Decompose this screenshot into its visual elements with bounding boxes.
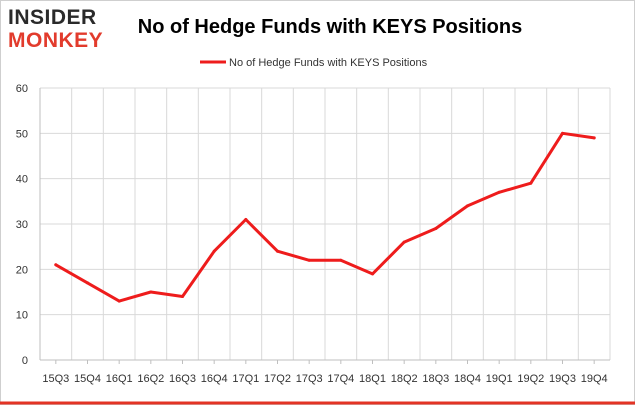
data-point (434, 227, 438, 231)
data-point (529, 181, 533, 185)
x-tick-label: 18Q1 (359, 373, 386, 385)
y-tick-label: 10 (16, 310, 28, 322)
series-line (54, 131, 596, 303)
x-tick-label: 16Q1 (106, 373, 133, 385)
x-tick-label: 17Q3 (296, 373, 323, 385)
x-tick-label: 19Q3 (549, 373, 576, 385)
axis-layer (39, 88, 610, 364)
logo-line-1: INSIDER (8, 6, 97, 29)
x-tick-label: 15Q3 (42, 373, 69, 385)
data-point (54, 263, 58, 267)
data-point (561, 131, 564, 135)
legend-label: No of Hedge Funds with KEYS Positions (229, 57, 428, 69)
tick-label-layer: 0 10 20 30 40 50 60 15Q3 15Q4 16Q1 16Q2 16Q3 16Q4 17Q… (16, 83, 608, 385)
legend: No of Hedge Funds with KEYS Positions (200, 57, 428, 69)
x-tick-label: 15Q4 (74, 373, 101, 385)
data-point (181, 295, 184, 299)
data-point (371, 272, 374, 276)
chart-title: No of Hedge Funds with KEYS Positions (138, 16, 522, 38)
data-point (592, 136, 596, 140)
y-tick-label: 0 (22, 355, 28, 367)
data-point (117, 299, 121, 303)
x-tick-label: 18Q3 (422, 373, 449, 385)
data-point (402, 240, 406, 244)
x-tick-label: 18Q2 (391, 373, 418, 385)
data-point (149, 290, 153, 294)
data-point (212, 249, 216, 253)
y-tick-label: 30 (16, 219, 28, 231)
x-tick-label: 17Q4 (327, 373, 354, 385)
logo-line-2: MONKEY (8, 29, 103, 52)
data-point (497, 190, 501, 194)
x-tick-label: 16Q2 (137, 373, 164, 385)
x-tick-label: 17Q1 (232, 373, 259, 385)
data-point (276, 249, 279, 253)
data-point (466, 204, 469, 208)
data-point (339, 258, 343, 262)
data-point (244, 217, 248, 221)
y-tick-label: 60 (16, 83, 28, 95)
x-tick-label: 16Q3 (169, 373, 196, 385)
insider-monkey-logo: INSIDER MONKEY (8, 6, 103, 52)
x-tick-label: 17Q2 (264, 373, 291, 385)
y-tick-label: 20 (16, 264, 28, 276)
data-point (307, 258, 311, 262)
series-layer (54, 131, 596, 303)
x-tick-label: 18Q4 (454, 373, 481, 385)
y-tick-label: 50 (16, 128, 28, 140)
x-tick-label: 16Q4 (201, 373, 228, 385)
y-tick-label: 40 (16, 174, 28, 186)
x-tick-label: 19Q2 (517, 373, 544, 385)
data-point (86, 281, 89, 285)
x-tick-label: 19Q4 (581, 373, 608, 385)
x-tick-label: 19Q1 (486, 373, 513, 385)
